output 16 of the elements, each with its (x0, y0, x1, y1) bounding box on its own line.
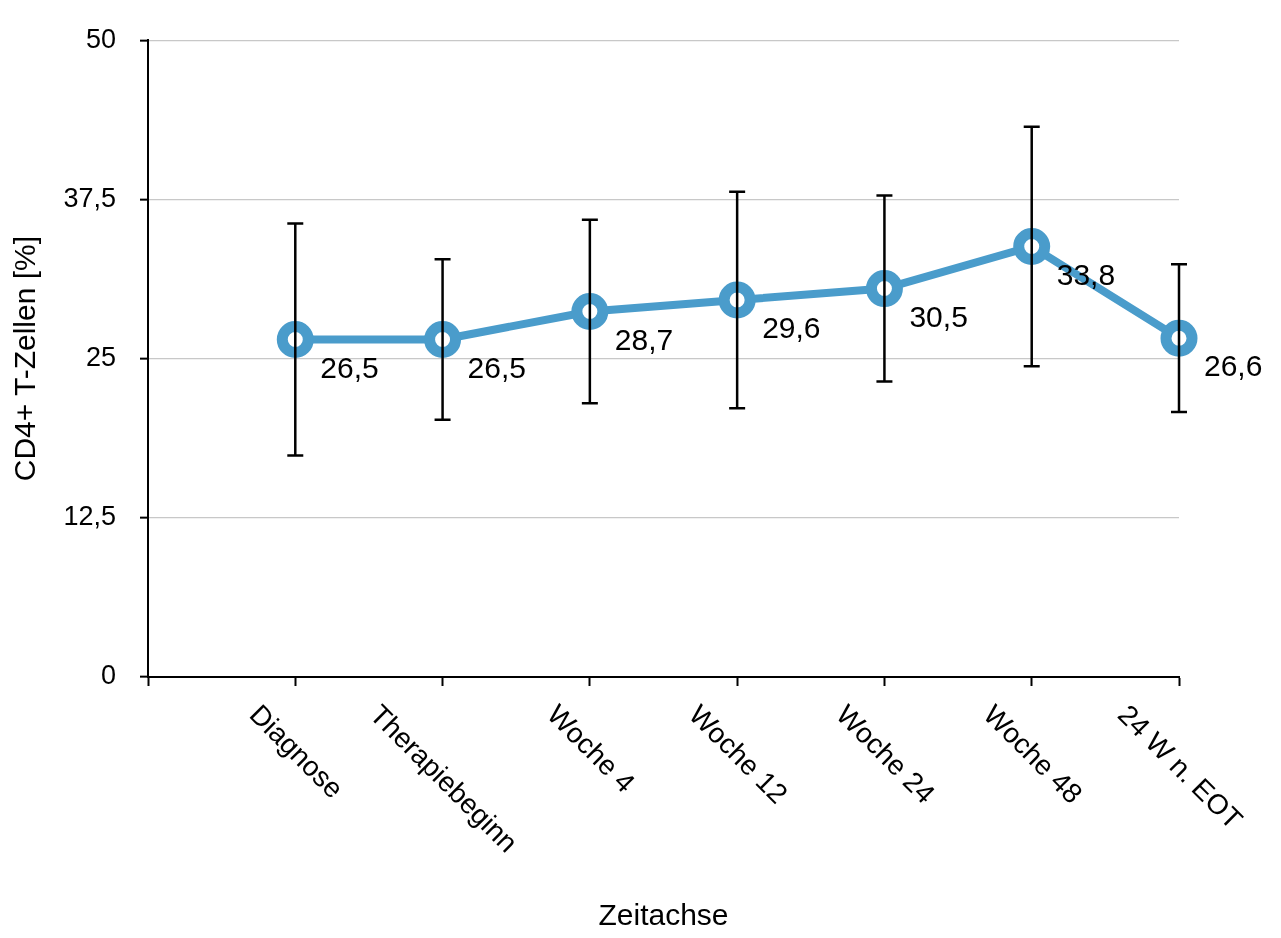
data-label: 28,7 (614, 322, 674, 356)
y-tick-label: 25 (85, 342, 116, 373)
data-label: 29,6 (762, 311, 821, 345)
y-tick-label: 12,5 (63, 501, 116, 532)
y-axis-title: CD4+ T-Zellen [%] (8, 235, 42, 482)
y-tick-label: 37,5 (63, 182, 116, 213)
data-label: 26,5 (467, 350, 526, 384)
point (571, 292, 609, 330)
data-label: 26,5 (320, 350, 379, 384)
data-label: 30,5 (909, 299, 968, 333)
x-axis-title: Zeitachse (598, 898, 729, 932)
y-tick-label: 50 (85, 23, 116, 54)
point (1160, 319, 1198, 357)
data-label: 26,6 (1204, 349, 1263, 383)
y-tick-label: 0 (100, 660, 116, 691)
point (718, 281, 756, 319)
